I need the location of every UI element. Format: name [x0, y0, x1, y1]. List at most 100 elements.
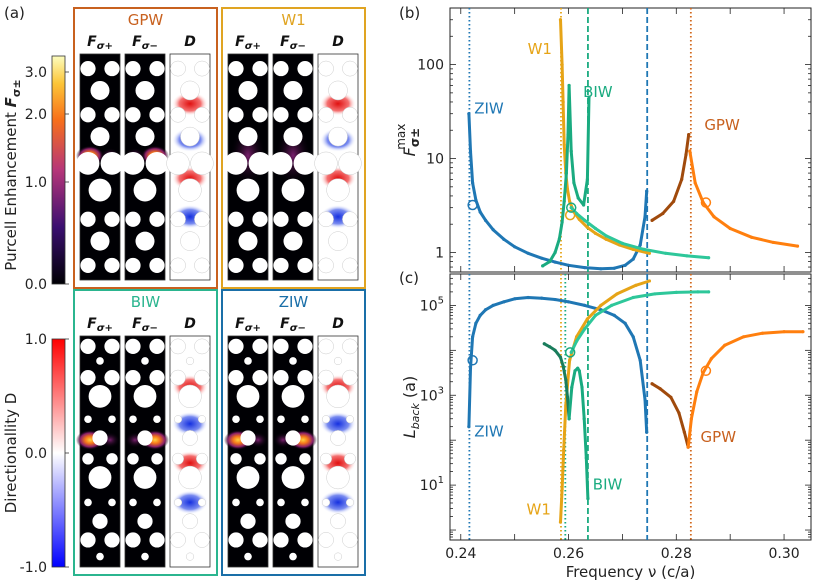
data-point: [612, 266, 616, 270]
data-point: [548, 345, 552, 349]
data-point: [567, 83, 571, 88]
purcell-map: [272, 335, 317, 568]
data-point: [623, 321, 627, 325]
plot-c: ZIW W1 BIW GPW 101 103 105 0.24 0.26 0.28 0.30 Freq…: [400, 273, 812, 581]
y-axis-label: Lback (a): [400, 376, 422, 438]
y-tick-label: 105: [420, 295, 444, 314]
data-point: [782, 330, 786, 334]
y-tick-label: 100: [417, 58, 444, 74]
purcell-map: [224, 53, 272, 281]
field-map-ziw: ZIW Fσ+ Fσ− D: [221, 289, 366, 576]
data-point: [573, 369, 577, 373]
data-point: [478, 210, 482, 214]
data-point: [658, 387, 662, 391]
waveguide-annotation: ZIW: [474, 423, 504, 441]
data-point: [650, 218, 654, 222]
data-point: [650, 382, 654, 386]
y-tick-label: 10: [426, 152, 444, 168]
data-point: [712, 215, 716, 219]
data-point: [558, 355, 563, 359]
data-point: [560, 62, 564, 67]
data-point: [553, 250, 557, 255]
data-point: [564, 171, 568, 175]
field-map-gpw: GPW Fσ+ Fσ− D: [73, 7, 218, 289]
operating-point-marker: [700, 197, 712, 208]
data-point: [631, 257, 635, 261]
data-point: [566, 300, 571, 304]
data-point: [638, 243, 642, 247]
field-map-title: ZIW: [279, 293, 309, 311]
data-point: [570, 385, 574, 389]
series-line: [569, 206, 711, 260]
data-point: [801, 330, 805, 334]
data-point: [582, 203, 586, 207]
data-point: [567, 417, 571, 421]
data-point: [576, 366, 580, 370]
directionality-tick-label: 0.0: [25, 446, 47, 462]
purcell-colorbar-label: Purcell Enhancement Fσ±: [2, 79, 23, 270]
data-point: [548, 259, 552, 264]
directionality-map: [169, 335, 211, 568]
x-tick-label: 0.30: [768, 546, 799, 562]
data-point: [742, 335, 746, 339]
data-point: [541, 264, 545, 268]
waveguide-annotation: BIW: [593, 475, 623, 493]
data-point: [647, 251, 651, 255]
data-point: [672, 199, 676, 203]
field-map-column-label: D: [332, 34, 344, 50]
data-point: [645, 430, 649, 434]
data-point: [553, 260, 557, 264]
directionality-tick-label: -1.0: [20, 560, 47, 576]
data-point: [612, 313, 616, 317]
data-point: [586, 497, 590, 501]
field-map-column-label: D: [184, 316, 196, 332]
purcell-map: [121, 53, 169, 281]
data-point: [688, 149, 692, 153]
data-point: [701, 200, 705, 205]
data-point: [478, 313, 482, 317]
field-map-column-label: Fσ−: [280, 34, 306, 52]
field-map-column-label: Fσ+: [235, 34, 261, 52]
data-point: [669, 395, 673, 399]
data-point: [585, 177, 589, 181]
data-point: [576, 196, 580, 200]
field-map-column-label: Fσ+: [235, 316, 261, 334]
data-point: [560, 220, 564, 224]
data-point: [599, 267, 603, 271]
data-point: [471, 335, 475, 339]
data-point: [561, 100, 565, 104]
data-point: [645, 189, 649, 193]
data-point: [686, 445, 690, 449]
field-map-biw: BIW Fσ+ Fσ− D: [73, 289, 218, 576]
data-point: [599, 303, 603, 308]
data-point: [561, 364, 565, 368]
data-point: [502, 300, 506, 304]
series-line: [467, 296, 649, 434]
data-point: [610, 303, 614, 308]
field-map-column-label: D: [332, 316, 344, 332]
purcell-tick-label: 0.0: [25, 277, 47, 293]
data-point: [502, 237, 506, 241]
data-point: [750, 235, 754, 239]
operating-point-marker: [700, 365, 712, 377]
data-point: [728, 226, 732, 231]
data-point: [562, 143, 566, 147]
data-point: [526, 295, 530, 300]
data-point: [513, 297, 517, 301]
data-point: [709, 357, 713, 361]
data-point: [623, 263, 627, 267]
data-point: [723, 343, 727, 347]
field-map-column-label: D: [184, 34, 196, 50]
field-map-column-label: Fσ+: [87, 34, 113, 52]
waveguide-annotation: GPW: [704, 116, 740, 134]
field-map-title: BIW: [131, 293, 161, 311]
data-point: [604, 237, 608, 241]
data-point: [707, 290, 711, 294]
data-point: [587, 95, 591, 99]
data-point: [631, 335, 635, 339]
data-point: [643, 398, 647, 402]
directionality-tick-label: 1.0: [25, 332, 47, 348]
waveguide-annotation: ZIW: [474, 100, 504, 118]
data-point: [564, 378, 568, 382]
data-point: [585, 317, 589, 321]
